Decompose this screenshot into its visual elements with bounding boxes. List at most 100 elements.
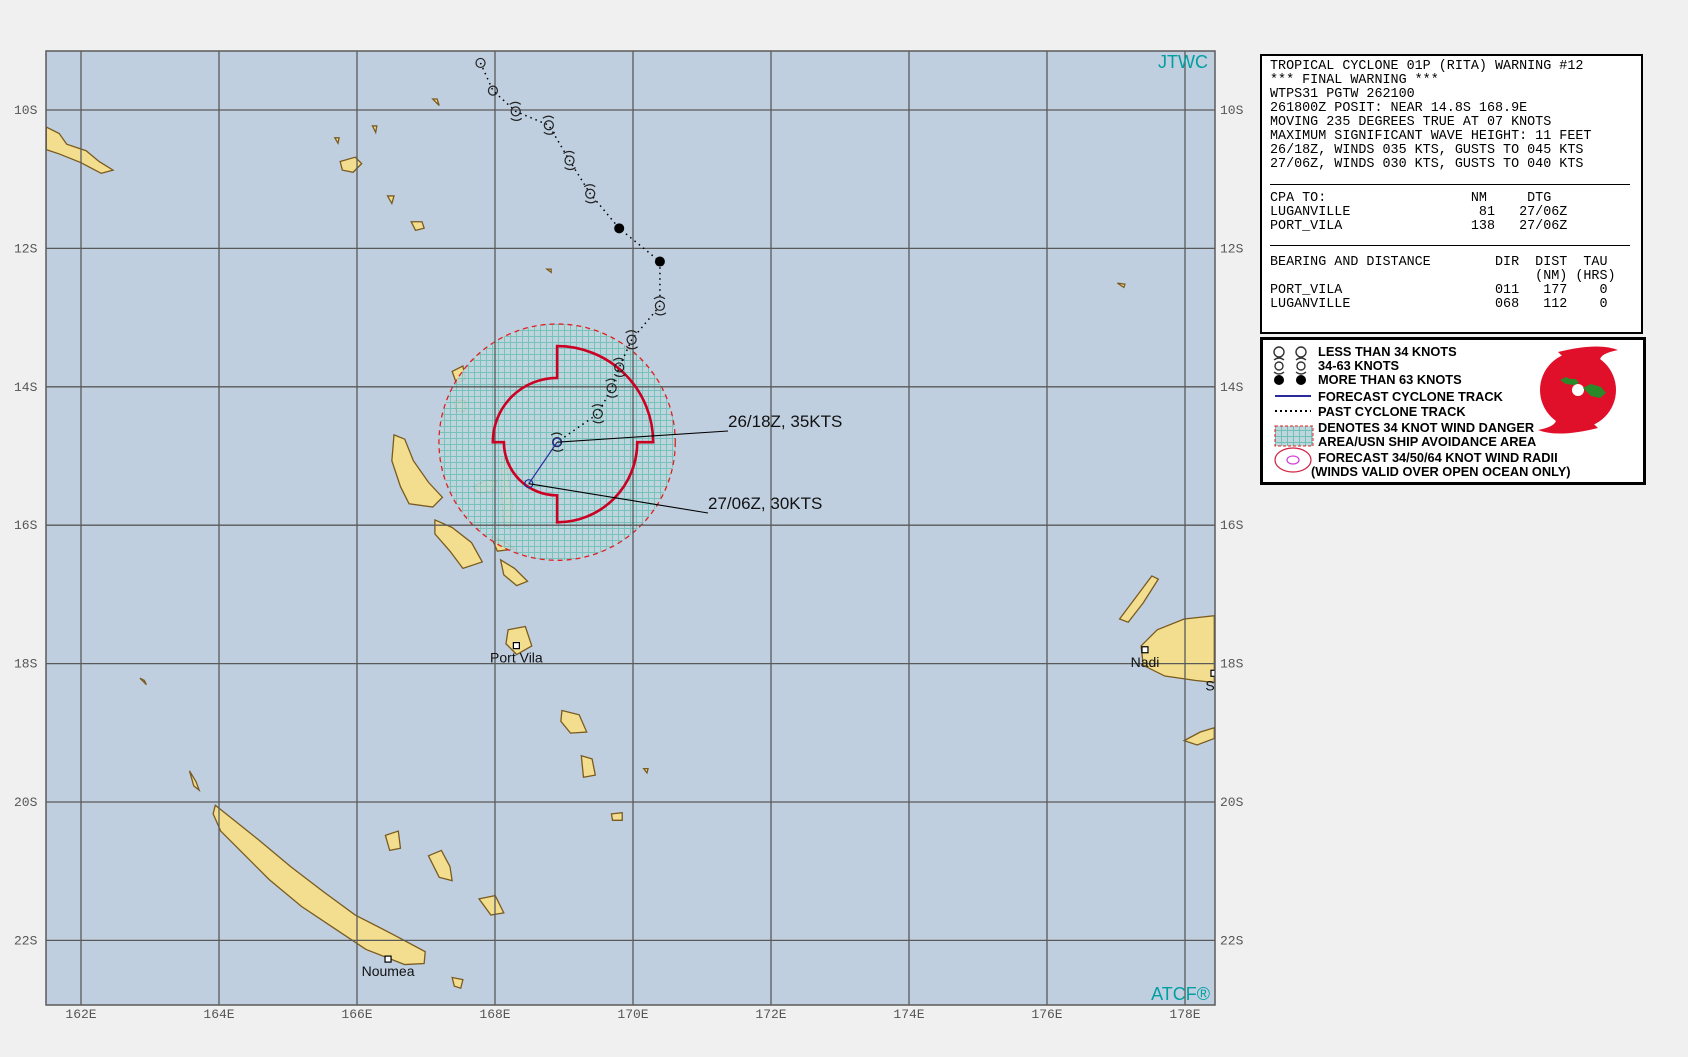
city-marker [1210,669,1215,677]
warning-line: 26/18Z, WINDS 035 KTS, GUSTS TO 045 KTS [1270,143,1584,158]
island [139,677,147,686]
longitude-label: 166E [341,1007,372,1022]
island [384,830,402,852]
gt63-symbol-icon [1274,375,1284,385]
island [46,126,115,175]
divider [1270,184,1630,185]
wind-radii-34kt [491,344,655,524]
warning-line: 261800Z POSIT: NEAR 14.8S 168.9E [1270,101,1528,116]
island [505,625,533,656]
longitude-label: 176E [1031,1007,1062,1022]
warning-line: MAXIMUM SIGNIFICANT WAVE HEIGHT: 11 FEET [1270,129,1592,144]
warning-line: 27/06Z, WINDS 030 KTS, GUSTS TO 040 KTS [1270,157,1584,172]
bearing-header: BEARING AND DISTANCE DIR DIST TAU [1270,255,1608,270]
island [434,518,484,570]
warning-line: MOVING 235 DEGREES TRUE AT 07 KNOTS [1270,115,1552,130]
island [333,137,340,145]
lat-lon-grid [46,51,1215,1005]
danger-area-icon [1274,425,1314,447]
track-point-34-63 [591,404,605,424]
longitude-label: 168E [479,1007,510,1022]
latitude-label: 14S [1220,380,1244,395]
longitude-label: 170E [617,1007,648,1022]
track-point-gt63 [654,256,665,267]
island [477,894,505,916]
island [610,812,623,821]
latitude-label: 10S [14,103,38,118]
latitude-label: 12S [1220,241,1244,256]
track-point-34-63 [612,357,626,378]
latitude-label: 20S [14,795,38,810]
bearing-row: LUGANVILLE 068 112 0 [1270,297,1608,312]
track-point-34-63 [542,115,556,135]
latitude-label: 12S [14,241,38,256]
divider [1270,245,1630,246]
legend-item: PAST CYCLONE TRACK [1318,404,1466,419]
island [371,125,378,135]
island [499,558,529,587]
forecast-label: 26/18Z, 35KTS [728,412,842,431]
latitude-label: 16S [14,518,38,533]
latitude-label: 10S [1220,103,1244,118]
latitude-label: 22S [1220,933,1244,948]
bearing-header-units: (NM) (HRS) [1270,269,1616,284]
warning-text-box: TROPICAL CYCLONE 01P (RITA) WARNING #12 … [1260,54,1643,334]
longitude-label: 178E [1169,1007,1200,1022]
axis-labels: 162E 164E 166E 168E 170E 172E 174E 176E 178E 10S 1… [14,103,1244,1022]
latitude-label: 16S [1220,518,1244,533]
atcf-label: ATCF® [1151,984,1210,1004]
legend-item: (WINDS VALID OVER OPEN OCEAN ONLY) [1311,464,1571,479]
island [212,804,426,966]
track-point-34-63 [625,330,638,350]
map-frame [45,50,1216,1006]
island [560,709,588,734]
bearing-row: PORT_VILA 011 177 0 [1270,283,1608,298]
cpa-header: CPA TO: NM DTG [1270,191,1552,206]
cpa-row: LUGANVILLE 81 27/06Z [1270,205,1568,220]
island [410,221,425,232]
label-leader [528,483,709,514]
island [431,98,440,106]
cpa-row: PORT_VILA 138 27/06Z [1270,219,1568,234]
legend-item: FORECAST 34/50/64 KNOT WIND RADII [1318,450,1558,465]
longitude-label: 174E [893,1007,924,1022]
track-point-34-63 [509,101,523,121]
past-track-line [479,62,661,443]
latitude-label: 20S [1220,795,1244,810]
lt34-symbol-icon [1273,346,1285,358]
city-label: Nadi [1131,654,1160,670]
track-point-34-63 [583,184,597,204]
forecast-label: 27/06Z, 30KTS [708,494,822,513]
legend-item: AREA/USN SHIP AVOIDANCE AREA [1318,434,1537,449]
island [1118,575,1160,623]
jtwc-logo [1538,346,1618,434]
latitude-label: 18S [14,657,38,672]
longitude-label: 172E [755,1007,786,1022]
track-point-lt34 [475,57,486,69]
latitude-label: 22S [14,933,38,948]
legend-item: DENOTES 34 KNOT WIND DANGER [1318,420,1535,435]
island [451,976,464,990]
city-marker [384,955,392,963]
latitude-label: 18S [1220,657,1244,672]
legend-item: LESS THAN 34 KNOTS [1318,344,1457,359]
legend-item: FORECAST CYCLONE TRACK [1318,389,1503,404]
island [391,433,444,508]
track-point-34-63 [563,150,576,171]
forecast-point [524,479,534,489]
legend-item: MORE THAN 63 KNOTS [1318,372,1462,387]
warning-line: *** FINAL WARNING *** [1270,73,1439,88]
warning-line: WTPS31 PGTW 262100 [1270,87,1415,102]
city-labels: Port Vila Noumea Nadi Su [362,642,1222,979]
jtwc-label: JTWC [1158,52,1208,72]
storm-track: 26/18Z, 35KTS 27/06Z, 30KTS [475,57,842,514]
city-label: Su [1205,677,1222,693]
legend-symbols [1273,346,1618,473]
track-point-34-63 [653,296,667,316]
city-marker [512,642,520,650]
city-marker [1141,646,1149,654]
city-label: Port Vila [490,650,543,666]
island [188,770,201,793]
island [544,268,552,274]
